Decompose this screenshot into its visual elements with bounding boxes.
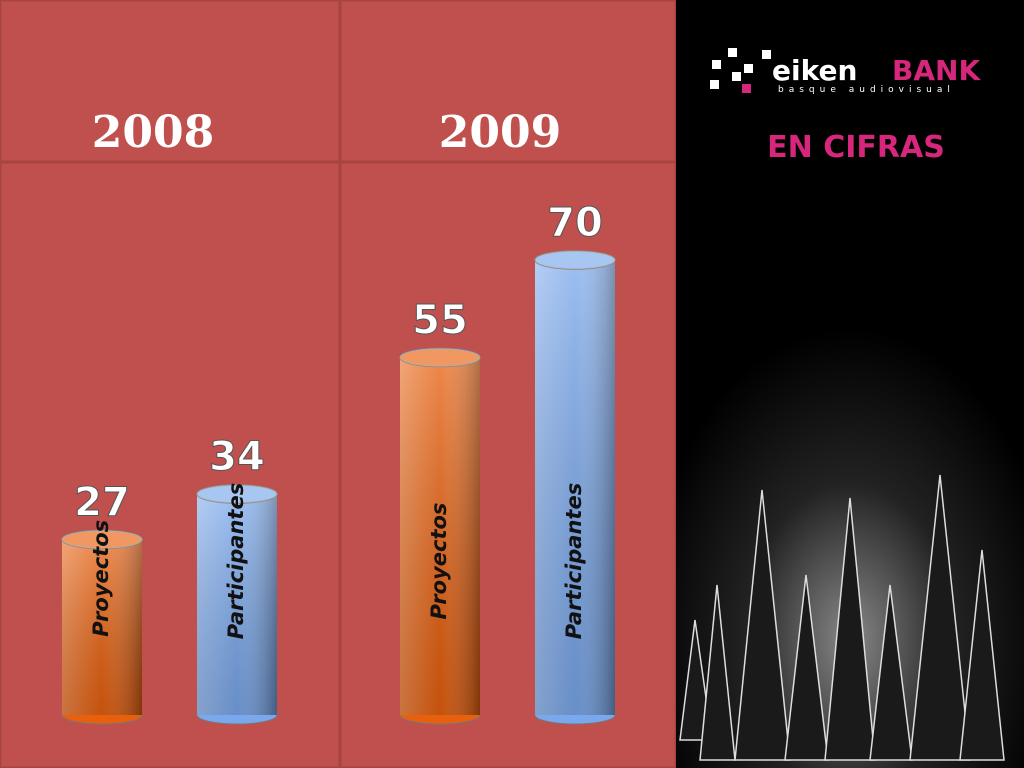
series-label: Participantes [562,483,586,639]
bar-shade [62,539,142,715]
value-label: 27 [74,480,130,526]
value-label: 70 [547,200,603,246]
bar-cap-shade [197,485,277,503]
category-label: 2008 [92,107,214,158]
bar-cap [61,529,143,550]
bar-shade [197,494,277,715]
series-label: Participantes [224,483,248,639]
logo-mark [710,48,771,89]
bar-shade [535,260,615,715]
series-label: Proyectos [89,520,113,637]
value-label: 34 [209,434,265,480]
bar-cap-shade [400,348,480,367]
bar-cap [399,347,481,368]
bar-cap-shade [535,251,615,269]
bar-shade [400,357,480,715]
category-label: 2009 [439,107,561,158]
logo: eiken BANK basque audiovisual [710,48,981,95]
logo-name-strong: BANK [892,54,981,87]
logo-tagline: basque audiovisual [778,85,955,95]
pencils [679,474,1005,761]
logo-name: eiken [772,54,857,87]
series-label: Proyectos [427,503,451,620]
bar-cap [196,484,278,504]
heading: EN CIFRAS [767,130,945,165]
bar-cap-shade [62,530,142,549]
value-label: 55 [412,298,468,344]
bar-cap [534,250,616,270]
logo-mark [742,84,751,93]
